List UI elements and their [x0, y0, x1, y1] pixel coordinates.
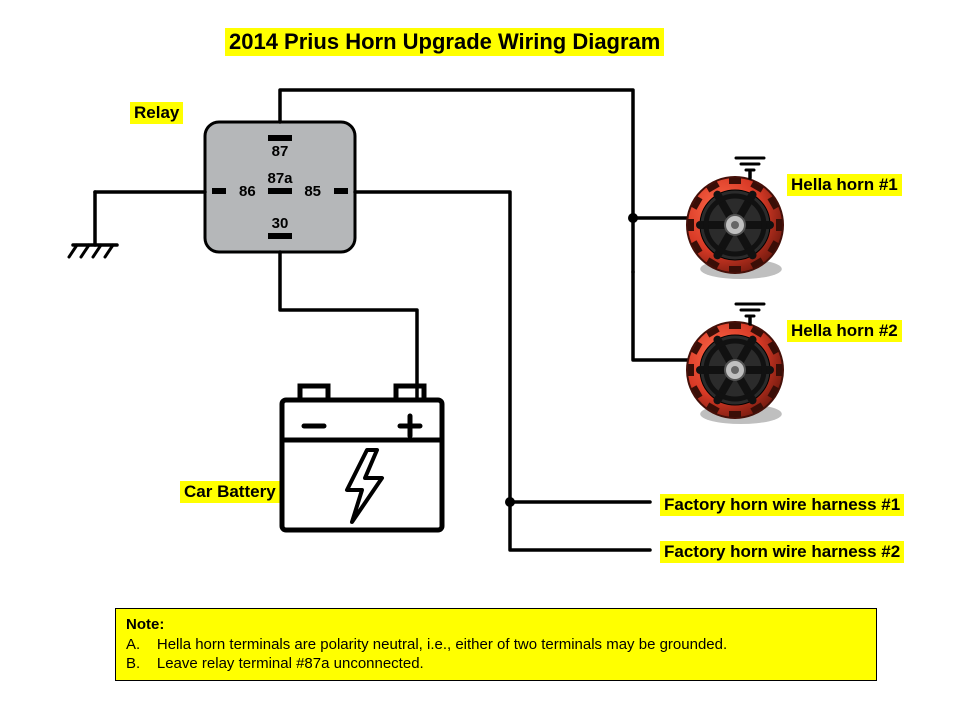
svg-text:87: 87 — [272, 143, 289, 160]
wiring-diagram-svg: 87 87a 86 85 30 — [0, 0, 960, 720]
svg-text:85: 85 — [304, 183, 321, 200]
svg-text:87a: 87a — [267, 170, 293, 187]
svg-text:30: 30 — [272, 215, 289, 232]
svg-text:86: 86 — [239, 183, 256, 200]
